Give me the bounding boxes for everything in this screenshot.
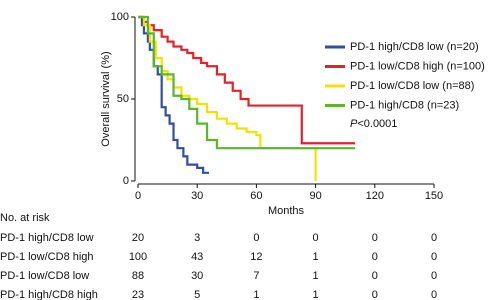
p-value: P<0.0001 [350, 118, 397, 130]
x-axis-label: Months [268, 205, 305, 217]
risk-count: 23 [132, 289, 144, 300]
survival-curve [138, 15, 356, 150]
risk-count: 0 [431, 270, 437, 282]
y-axis-label: Overall survival (%) [100, 51, 112, 146]
risk-count: 0 [372, 251, 378, 263]
risk-count: 0 [372, 270, 378, 282]
risk-count: 12 [250, 251, 262, 263]
risk-count: 30 [191, 270, 203, 282]
risk-row-label: PD-1 low/CD8 low [0, 270, 89, 282]
risk-row-label: PD-1 high/CD8 low [0, 232, 94, 244]
risk-count: 1 [313, 289, 319, 300]
risk-count: 1 [253, 289, 259, 300]
risk-count: 0 [431, 251, 437, 263]
risk-count: 5 [194, 289, 200, 300]
y-tick-label: 0 [123, 175, 129, 187]
survival-curve [138, 15, 356, 145]
y-tick-label: 50 [117, 93, 129, 105]
survival-curve [138, 15, 210, 174]
p-symbol: P [350, 118, 358, 130]
risk-count: 3 [194, 232, 200, 244]
risk-count: 0 [372, 232, 378, 244]
survival-curve [138, 15, 317, 181]
x-tick-label: 90 [309, 190, 321, 202]
risk-count: 43 [191, 251, 203, 263]
x-tick-label: 120 [366, 190, 384, 202]
x-tick-label: 30 [191, 190, 203, 202]
risk-count: 0 [372, 289, 378, 300]
x-tick-label: 60 [250, 190, 262, 202]
risk-count: 20 [132, 232, 144, 244]
risk-count: 88 [132, 270, 144, 282]
risk-count: 7 [253, 270, 259, 282]
legend-label: PD-1 high/CD8 (n=23) [350, 99, 459, 111]
legend-label: PD-1 low/CD8 low (n=88) [350, 80, 474, 92]
risk-row-label: PD-1 low/CD8 high [0, 251, 94, 263]
risk-count: 0 [431, 232, 437, 244]
legend-label: PD-1 low/CD8 high (n=100) [350, 60, 485, 72]
risk-count: 100 [129, 251, 147, 263]
risk-row-label: PD-1 high/CD8 high [0, 289, 98, 300]
risk-count: 0 [313, 232, 319, 244]
y-tick-label: 100 [111, 11, 129, 23]
risk-count: 1 [313, 270, 319, 282]
x-tick-label: 150 [425, 190, 443, 202]
x-tick-label: 0 [135, 190, 141, 202]
legend-label: PD-1 high/CD8 low (n=20) [350, 41, 479, 53]
risk-table-title: No. at risk [0, 212, 50, 224]
risk-count: 1 [313, 251, 319, 263]
p-text: <0.0001 [357, 118, 397, 130]
risk-count: 0 [431, 289, 437, 300]
risk-count: 0 [253, 232, 259, 244]
